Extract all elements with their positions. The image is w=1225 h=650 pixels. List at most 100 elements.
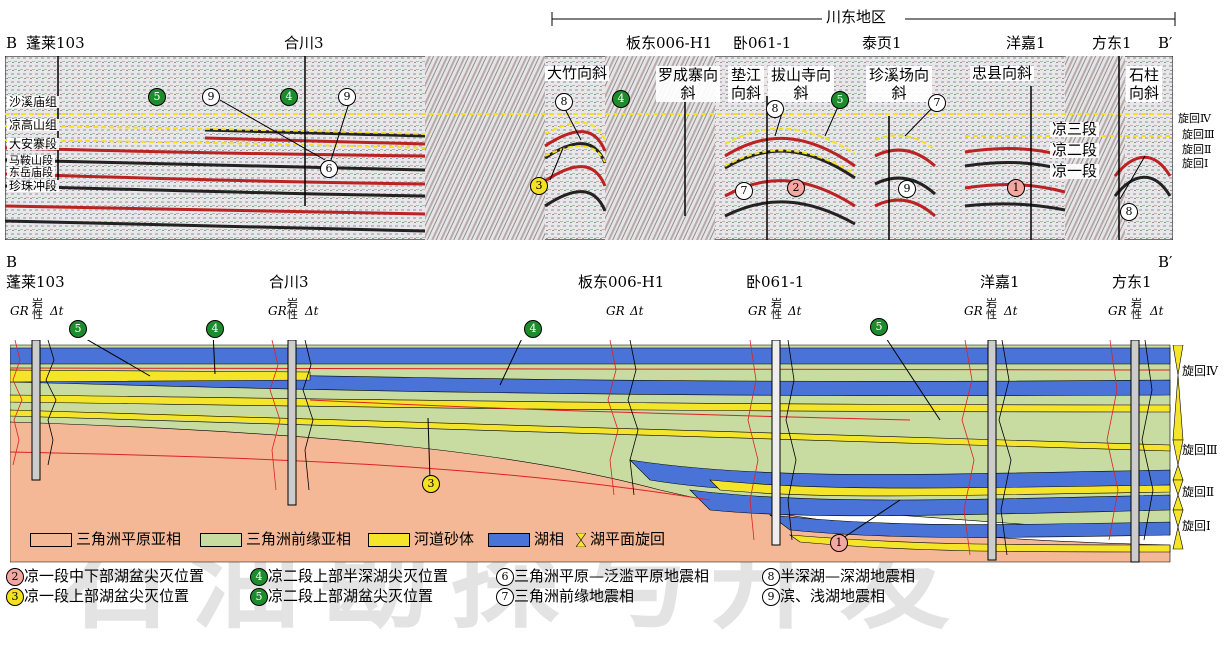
log-header-dt: Δt xyxy=(788,304,802,318)
marker-7-icon: 7 xyxy=(496,588,514,606)
log-header-gr: GR xyxy=(1108,304,1127,318)
bottom-cycle-3: 旋回Ⅲ xyxy=(1182,443,1218,457)
bottom-well-fangdong1: 方东1 xyxy=(1112,273,1152,291)
marker-1-icon: 1 xyxy=(830,534,848,552)
swatch-lacustrine xyxy=(488,533,530,547)
bottom-well-yangjia1: 洋嘉1 xyxy=(980,273,1020,291)
marker-9-icon: 9 xyxy=(202,88,220,106)
marker-1-icon: 1 xyxy=(1007,179,1025,197)
well-label-taiye1: 泰页1 xyxy=(862,34,902,52)
hourglass-icon xyxy=(575,532,587,548)
legend-item-lacustrine: 湖相 xyxy=(488,528,564,549)
marker-8-icon: 8 xyxy=(766,100,784,118)
well-label-wo061: 卧061-1 xyxy=(733,34,792,52)
swatch-delta-plain xyxy=(30,533,72,547)
facies-cross-section xyxy=(10,340,1171,563)
log-header-lith: 岩性 xyxy=(986,297,997,321)
member-liang3: 凉三段 xyxy=(1050,120,1100,138)
marker-4-icon: 4 xyxy=(206,320,224,338)
formation-lianggaoshan: 凉高山组 xyxy=(7,118,60,132)
syncline-luochengzhai: 罗成寨向斜 xyxy=(656,66,720,102)
seismic-section-image xyxy=(5,56,1173,240)
marker-3-icon: 3 xyxy=(6,588,24,606)
log-header-dt: Δt xyxy=(1150,304,1164,318)
marker-4-icon: 4 xyxy=(612,90,630,108)
legend-marker-8: 8 半深湖—深湖地震相 xyxy=(762,565,915,586)
marker-2-icon: 2 xyxy=(6,568,24,586)
legend-item-delta-plain: 三角洲平原亚相 xyxy=(30,528,181,549)
marker-7-icon: 7 xyxy=(928,94,946,112)
bottom-well-penglai103: 蓬莱103 xyxy=(6,273,65,291)
formation-maanshan: 马鞍山段 xyxy=(7,154,55,167)
syncline-shizhu: 石柱向斜 xyxy=(1126,66,1162,102)
legend-marker-6: 6 三角洲平原—泛滥平原地震相 xyxy=(496,565,709,586)
legend-marker-9: 9 滨、浅湖地震相 xyxy=(762,585,885,606)
log-header-dt: Δt xyxy=(50,304,64,318)
formation-dongyuemiao: 东岳庙段 xyxy=(7,166,55,179)
log-header-gr: GR xyxy=(268,304,287,318)
member-liang1: 凉一段 xyxy=(1050,162,1100,180)
well-label-yangjia1: 洋嘉1 xyxy=(1006,34,1046,52)
bottom-section-end: B′ xyxy=(1158,253,1173,271)
bottom-well-bandong006: 板东006-H1 xyxy=(578,273,665,291)
syncline-zhenxichang: 珍溪场向斜 xyxy=(866,66,932,102)
formation-daanzhai: 大安寨段 xyxy=(7,137,60,151)
marker-5-icon: 5 xyxy=(69,320,87,338)
marker-9-icon: 9 xyxy=(762,588,780,606)
legend-marker-2: 2 凉一段中下部湖盆尖灭位置 xyxy=(6,565,204,586)
bottom-cycle-1: 旋回Ⅰ xyxy=(1182,519,1211,533)
region-bracket xyxy=(551,12,1176,26)
marker-5-icon: 5 xyxy=(831,91,849,109)
marker-9-icon: 9 xyxy=(898,180,916,198)
log-header-dt: Δt xyxy=(305,304,319,318)
top-cycle-1: 旋回Ⅰ xyxy=(1182,157,1209,170)
log-header-lith: 岩性 xyxy=(771,297,782,321)
marker-5-icon: 5 xyxy=(250,588,268,606)
marker-4-icon: 4 xyxy=(250,568,268,586)
legend-item-delta-front: 三角洲前缘亚相 xyxy=(200,528,351,549)
bottom-cycle-4: 旋回Ⅳ xyxy=(1182,364,1218,378)
log-header-dt: Δt xyxy=(1004,304,1018,318)
marker-6-icon: 6 xyxy=(320,160,338,178)
marker-3-icon: 3 xyxy=(422,475,440,493)
top-cycle-2: 旋回Ⅱ xyxy=(1182,143,1212,156)
log-header-lith: 岩性 xyxy=(287,297,298,321)
marker-7-icon: 7 xyxy=(735,182,753,200)
top-cycle-4: 旋回Ⅳ xyxy=(1178,112,1211,125)
log-header-gr: GR xyxy=(964,304,983,318)
syncline-bashansi: 拔山寺向斜 xyxy=(768,66,834,102)
legend-item-lake-cycle: 湖平面旋回 xyxy=(575,528,665,549)
swatch-delta-front xyxy=(200,533,242,547)
formation-shaximiao: 沙溪庙组 xyxy=(7,95,60,109)
swatch-channel-sand xyxy=(368,533,410,547)
marker-8-icon: 8 xyxy=(762,568,780,586)
well-label-penglai103: 蓬莱103 xyxy=(26,34,85,52)
marker-4-icon: 4 xyxy=(280,88,298,106)
log-header-dt: Δt xyxy=(630,304,644,318)
log-header-lith: 岩性 xyxy=(1131,297,1142,321)
legend-marker-7: 7 三角洲前缘地震相 xyxy=(496,585,634,606)
well-label-hechuan3: 合川3 xyxy=(284,34,324,52)
legend-item-channel-sand: 河道砂体 xyxy=(368,528,474,549)
bottom-section-start: B xyxy=(6,253,18,271)
bottom-well-hechuan3: 合川3 xyxy=(269,273,309,291)
syncline-dazhu: 大竹向斜 xyxy=(545,64,610,82)
lake-level-cycle-indicator xyxy=(1172,345,1184,550)
bottom-cycle-2: 旋回Ⅱ xyxy=(1182,485,1215,499)
legend-marker-5: 5 凉二段上部湖盆尖灭位置 xyxy=(250,585,433,606)
syncline-dianjiang: 垫江向斜 xyxy=(728,66,764,102)
marker-2-icon: 2 xyxy=(787,179,805,197)
member-liang2: 凉二段 xyxy=(1050,141,1100,159)
log-header-gr: GR xyxy=(748,304,767,318)
well-label-bandong006: 板东006-H1 xyxy=(626,34,713,52)
marker-9-icon: 9 xyxy=(338,88,356,106)
bottom-well-wo061: 卧061-1 xyxy=(746,273,805,291)
section-start-label: B xyxy=(6,34,18,52)
log-header-gr: GR xyxy=(606,304,625,318)
formation-zhenzhuchong: 珍珠冲段 xyxy=(7,179,60,193)
marker-5-icon: 5 xyxy=(148,88,166,106)
well-label-fangdong1: 方东1 xyxy=(1092,34,1132,52)
region-label: 川东地区 xyxy=(826,8,887,26)
marker-3-icon: 3 xyxy=(530,177,548,195)
marker-5-icon: 5 xyxy=(870,318,888,336)
